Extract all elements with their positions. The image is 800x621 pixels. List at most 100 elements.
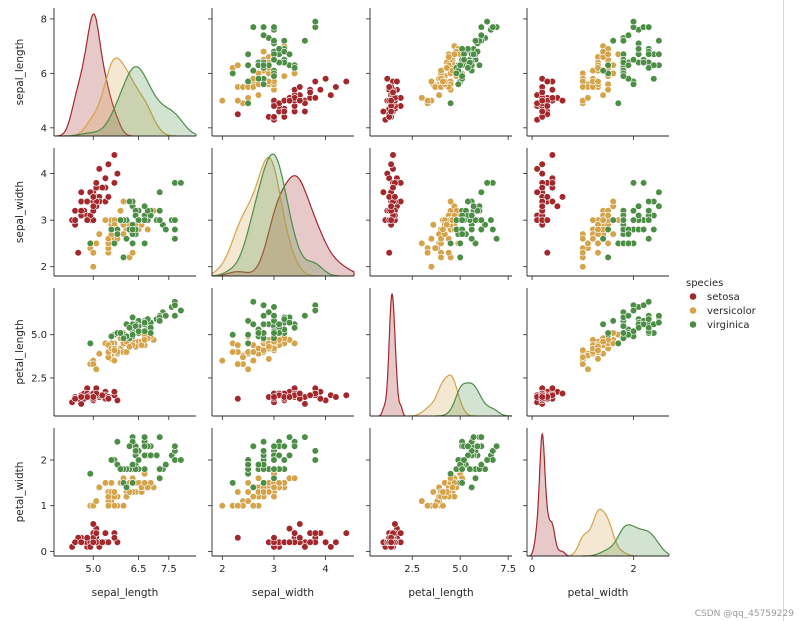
point-versicolor-35	[609, 197, 617, 206]
x-axis-label-petal_length: petal_length	[408, 587, 473, 599]
point-versicolor-17	[439, 502, 447, 510]
point-versicolor-14	[594, 355, 602, 363]
point-virginica-14	[650, 225, 658, 234]
point-virginica-31	[311, 18, 319, 26]
point-versicolor-49	[260, 488, 268, 496]
point-virginica-22	[260, 301, 268, 309]
point-virginica-7	[265, 308, 273, 316]
point-virginica-31	[311, 306, 319, 315]
point-setosa-49	[285, 393, 294, 401]
point-virginica-45	[141, 327, 149, 335]
point-setosa-49	[387, 96, 395, 105]
point-virginica-8	[244, 317, 252, 325]
point-versicolor-49	[260, 346, 268, 354]
point-versicolor-41	[599, 216, 607, 224]
point-virginica-49	[270, 72, 278, 80]
point-versicolor-31	[431, 244, 439, 252]
point-virginica-47	[629, 216, 638, 224]
point-virginica-48	[645, 64, 653, 72]
point-virginica-48	[291, 442, 299, 450]
point-versicolor-17	[579, 346, 587, 354]
point-versicolor-29	[579, 235, 587, 243]
kde-line-virginica-petal_length	[435, 382, 512, 417]
legend-title: species	[686, 278, 723, 289]
point-setosa-32	[327, 91, 335, 99]
y-tick-label-petal_width-1: 1	[41, 501, 47, 512]
point-virginica-6	[614, 339, 622, 348]
point-virginica-38	[452, 69, 461, 77]
point-setosa-43	[558, 389, 567, 398]
point-versicolor-34	[101, 216, 109, 224]
point-versicolor-37	[445, 249, 453, 257]
x-tick-label-sepal_width-0: 2	[219, 564, 225, 575]
point-virginica-34	[122, 235, 131, 243]
point-virginica-34	[468, 483, 476, 492]
point-versicolor-31	[579, 353, 587, 361]
point-setosa-24	[83, 197, 91, 206]
point-setosa-41	[74, 249, 82, 257]
point-versicolor-42	[589, 235, 597, 243]
point-versicolor-49	[439, 488, 447, 496]
point-virginica-49	[458, 465, 466, 473]
point-virginica-13	[244, 77, 252, 86]
point-virginica-21	[107, 332, 115, 341]
point-virginica-9	[301, 312, 309, 320]
point-setosa-45	[543, 216, 551, 224]
point-virginica-31	[483, 179, 491, 187]
point-virginica-25	[156, 465, 164, 473]
point-setosa-49	[285, 538, 294, 546]
point-versicolor-43	[424, 96, 432, 105]
point-virginica-8	[141, 465, 149, 473]
kde-fill-versicolor-sepal_length	[67, 58, 177, 136]
point-versicolor-48	[244, 497, 252, 505]
point-versicolor-29	[110, 357, 118, 365]
kde-line-versicolor-sepal_length	[67, 57, 177, 137]
point-virginica-41	[147, 329, 155, 337]
point-virginica-29	[156, 317, 164, 325]
legend: species setosa versicolor virginica	[686, 278, 757, 331]
point-setosa-33	[104, 160, 112, 168]
point-virginica-18	[493, 235, 501, 243]
point-virginica-30	[624, 31, 633, 39]
point-versicolor-31	[431, 502, 439, 510]
point-virginica-19	[119, 253, 128, 261]
point-virginica-8	[141, 239, 149, 247]
point-versicolor-9	[95, 350, 103, 358]
point-setosa-40	[543, 193, 551, 201]
point-virginica-45	[645, 216, 653, 224]
point-setosa-15	[110, 151, 118, 159]
point-versicolor-48	[92, 365, 100, 373]
point-setosa-43	[89, 193, 97, 201]
legend-marker-versicolor	[689, 306, 697, 315]
point-virginica-0	[129, 313, 137, 322]
point-setosa-32	[95, 165, 103, 173]
point-versicolor-12	[119, 502, 128, 510]
point-setosa-48	[306, 391, 314, 399]
point-setosa-41	[234, 534, 242, 542]
x-tick-label-petal_length-1: 5.0	[452, 564, 468, 575]
y-tick-label-sepal_length-1: 6	[41, 69, 47, 80]
point-virginica-49	[116, 329, 125, 337]
point-setosa-16	[385, 174, 393, 182]
point-setosa-45	[387, 216, 395, 224]
point-virginica-34	[599, 235, 607, 243]
point-virginica-45	[141, 216, 149, 224]
point-virginica-47	[460, 456, 468, 464]
point-virginica-48	[125, 442, 134, 450]
point-virginica-32	[260, 320, 268, 328]
point-versicolor-10	[579, 263, 587, 271]
point-versicolor-29	[110, 502, 118, 510]
point-versicolor-9	[95, 483, 103, 492]
point-virginica-49	[619, 216, 628, 224]
point-virginica-35	[270, 312, 278, 320]
point-virginica-31	[483, 18, 491, 26]
panel-petal_length-vs-petal_length	[366, 288, 512, 420]
point-virginica-48	[464, 197, 472, 206]
point-versicolor-10	[218, 357, 226, 365]
point-virginica-49	[116, 216, 125, 224]
point-setosa-14	[322, 75, 330, 83]
y-tick-label-sepal_length-2: 8	[41, 14, 47, 25]
point-setosa-23	[285, 524, 294, 533]
point-virginica-29	[609, 216, 617, 224]
x-tick-label-sepal_width-2: 4	[322, 564, 328, 575]
